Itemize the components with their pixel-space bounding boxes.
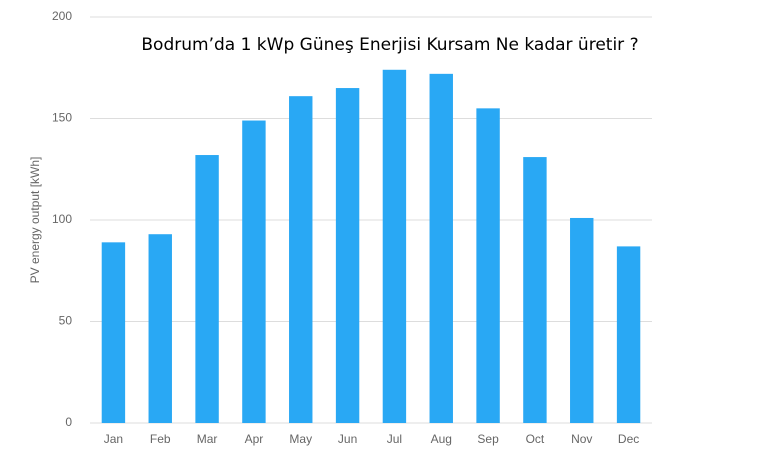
x-tick-label: Nov [571, 432, 592, 446]
bar [148, 234, 172, 423]
y-tick-label: 50 [59, 314, 73, 328]
bar [382, 69, 407, 423]
x-tick-label: May [289, 432, 312, 446]
y-tick-label: 200 [52, 9, 72, 23]
x-tick-label: Oct [526, 432, 545, 446]
bar [195, 155, 219, 424]
bar [101, 242, 126, 423]
x-tick-label: Dec [618, 432, 639, 446]
bar [289, 96, 313, 424]
x-tick-label: Aug [431, 432, 452, 446]
bar [616, 246, 641, 423]
x-tick-label: Jan [104, 432, 123, 446]
y-tick-label: 150 [52, 111, 72, 125]
bar [335, 88, 360, 424]
bar [476, 108, 500, 423]
x-tick-label: Apr [245, 432, 264, 446]
chart-title: Bodrum’da 1 kWp Güneş Enerjisi Kursam Ne… [141, 35, 638, 55]
x-tick-label: Sep [477, 432, 499, 446]
x-tick-label: Jul [387, 432, 402, 446]
x-tick-label: Jun [338, 432, 357, 446]
bar [429, 73, 453, 423]
bar [570, 217, 594, 423]
y-axis-label: PV energy output [kWh] [28, 157, 42, 284]
x-tick-label: Mar [197, 432, 218, 446]
bar [523, 157, 547, 423]
x-tick-label: Feb [150, 432, 171, 446]
y-tick-label: 0 [65, 415, 72, 429]
y-tick-label: 100 [52, 212, 72, 226]
bar [242, 120, 266, 423]
